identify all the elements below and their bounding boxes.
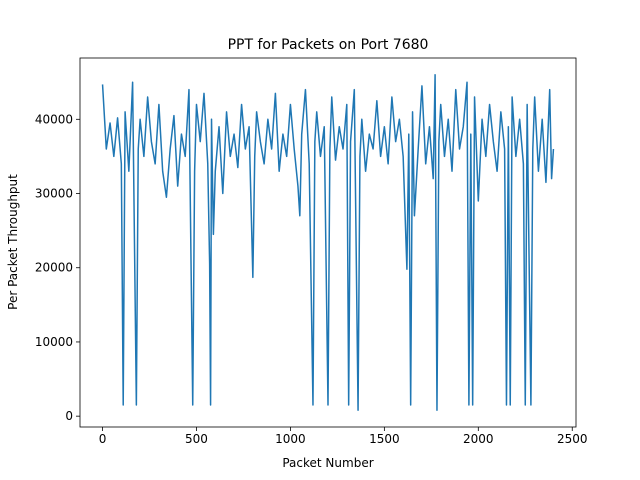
x-tick-label: 500 bbox=[185, 432, 208, 446]
x-tick-label: 2500 bbox=[557, 432, 588, 446]
x-axis-label: Packet Number bbox=[282, 456, 373, 470]
data-line bbox=[101, 74, 555, 411]
y-tick-label: 0 bbox=[65, 409, 73, 423]
y-tick-label: 40000 bbox=[35, 112, 73, 126]
x-tick-label: 2000 bbox=[463, 432, 494, 446]
x-tick-label: 1000 bbox=[275, 432, 306, 446]
y-tick-label: 20000 bbox=[35, 261, 73, 275]
y-tick-label: 30000 bbox=[35, 187, 73, 201]
y-axis-label: Per Packet Throughput bbox=[6, 174, 20, 310]
x-tick-label: 1500 bbox=[369, 432, 400, 446]
x-tick-label: 0 bbox=[99, 432, 107, 446]
y-tick-label: 10000 bbox=[35, 335, 73, 349]
plot-frame bbox=[79, 57, 577, 428]
chart-title: PPT for Packets on Port 7680 bbox=[228, 37, 429, 53]
